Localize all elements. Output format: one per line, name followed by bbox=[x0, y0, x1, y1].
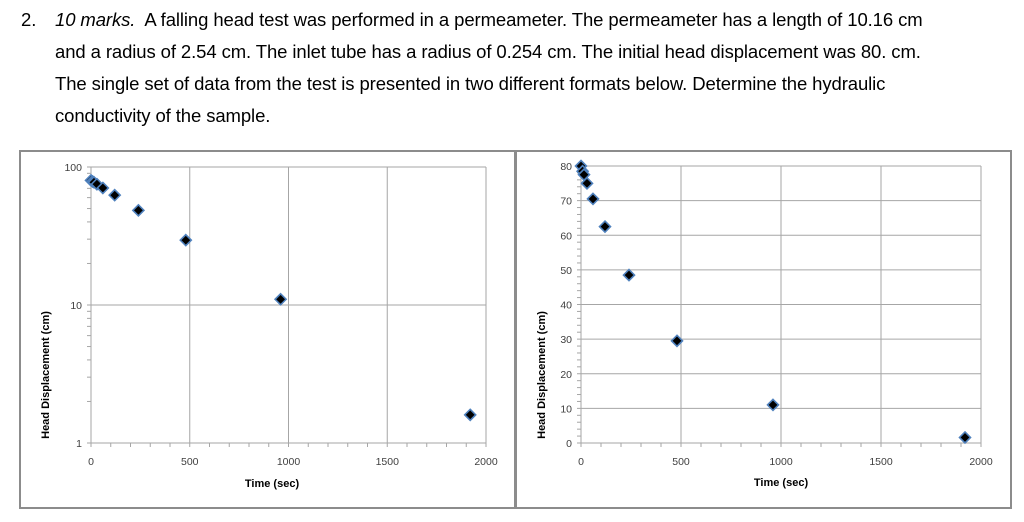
y-tick-label: 10 bbox=[70, 300, 82, 312]
y-tick-label: 0 bbox=[566, 438, 572, 450]
x-tick-label: 0 bbox=[578, 456, 584, 468]
y-tick-label: 50 bbox=[560, 265, 572, 277]
y-tick-label: 80 bbox=[560, 161, 572, 173]
data-point-marker bbox=[463, 408, 477, 422]
log-scale-chart: 0 500 1000 1500 2000 1 10 100 Time (sec) Head D… bbox=[19, 150, 516, 509]
linear-chart-gridlines bbox=[581, 165, 982, 443]
question-line-4: conductivity of the sample. bbox=[55, 105, 271, 126]
y-tick-label: 70 bbox=[560, 196, 572, 208]
x-tick-label: 2000 bbox=[474, 456, 498, 468]
log-chart-plot: 0 500 1000 1500 2000 1 10 100 Time (sec) Head D… bbox=[40, 162, 498, 490]
log-chart-gridlines bbox=[91, 166, 487, 443]
linear-chart-y-axis-title: Head Displacement (cm) bbox=[536, 311, 548, 439]
data-point-marker bbox=[108, 188, 122, 202]
x-tick-label: 1000 bbox=[769, 456, 793, 468]
data-point-marker bbox=[179, 233, 193, 247]
question-line-1: 10 marks. A falling head test was perfor… bbox=[55, 9, 923, 31]
question-line-3: The single set of data from the test is … bbox=[55, 73, 886, 94]
x-tick-label: 2000 bbox=[969, 456, 993, 468]
data-point-marker bbox=[598, 219, 612, 234]
data-point-marker bbox=[622, 268, 636, 282]
x-tick-label: 1500 bbox=[869, 456, 893, 468]
linear-scale-chart: 0 500 1000 1500 2000 0 10 20 30 40 50 60 70 80 Time (… bbox=[515, 150, 1012, 509]
y-tick-label: 1 bbox=[76, 438, 82, 450]
log-chart-x-axis-title: Time (sec) bbox=[245, 478, 300, 490]
question-number: 2. bbox=[21, 9, 37, 30]
marks-label: 10 marks. bbox=[55, 9, 136, 30]
x-tick-label: 500 bbox=[181, 456, 199, 468]
x-tick-label: 1000 bbox=[277, 456, 301, 468]
linear-chart-x-axis-title: Time (sec) bbox=[754, 477, 809, 489]
log-chart-tick-labels: 0 500 1000 1500 2000 1 10 100 bbox=[64, 162, 497, 468]
data-point-marker bbox=[96, 181, 110, 195]
x-tick-label: 1500 bbox=[376, 456, 400, 468]
question-text-1: A falling head test was performed in a p… bbox=[144, 9, 923, 30]
linear-chart-plot: 0 500 1000 1500 2000 0 10 20 30 40 50 60 70 80 Time (… bbox=[536, 159, 993, 489]
y-tick-label: 30 bbox=[560, 334, 572, 346]
y-tick-label: 40 bbox=[560, 300, 572, 312]
log-chart-data-points bbox=[84, 173, 477, 422]
y-tick-label: 100 bbox=[64, 162, 82, 174]
linear-chart-ticks bbox=[577, 165, 982, 447]
data-point-marker bbox=[273, 292, 288, 306]
data-point-marker bbox=[586, 192, 600, 206]
y-tick-label: 20 bbox=[560, 369, 572, 381]
y-tick-label: 60 bbox=[560, 230, 572, 242]
linear-chart-tick-labels: 0 500 1000 1500 2000 0 10 20 30 40 50 60 70 80 bbox=[560, 161, 993, 468]
y-tick-label: 10 bbox=[560, 403, 572, 415]
data-point-marker bbox=[670, 334, 684, 348]
data-point-marker bbox=[131, 203, 146, 217]
data-point-marker bbox=[766, 398, 780, 412]
data-point-marker bbox=[958, 430, 972, 445]
x-tick-label: 500 bbox=[672, 456, 690, 468]
x-tick-label: 0 bbox=[88, 456, 94, 468]
log-chart-y-axis-title: Head Displacement (cm) bbox=[40, 311, 52, 439]
question-line-2: and a radius of 2.54 cm. The inlet tube … bbox=[55, 41, 921, 62]
linear-chart-data-points bbox=[574, 159, 972, 445]
data-point-marker bbox=[580, 176, 594, 190]
log-chart-ticks bbox=[87, 166, 487, 447]
